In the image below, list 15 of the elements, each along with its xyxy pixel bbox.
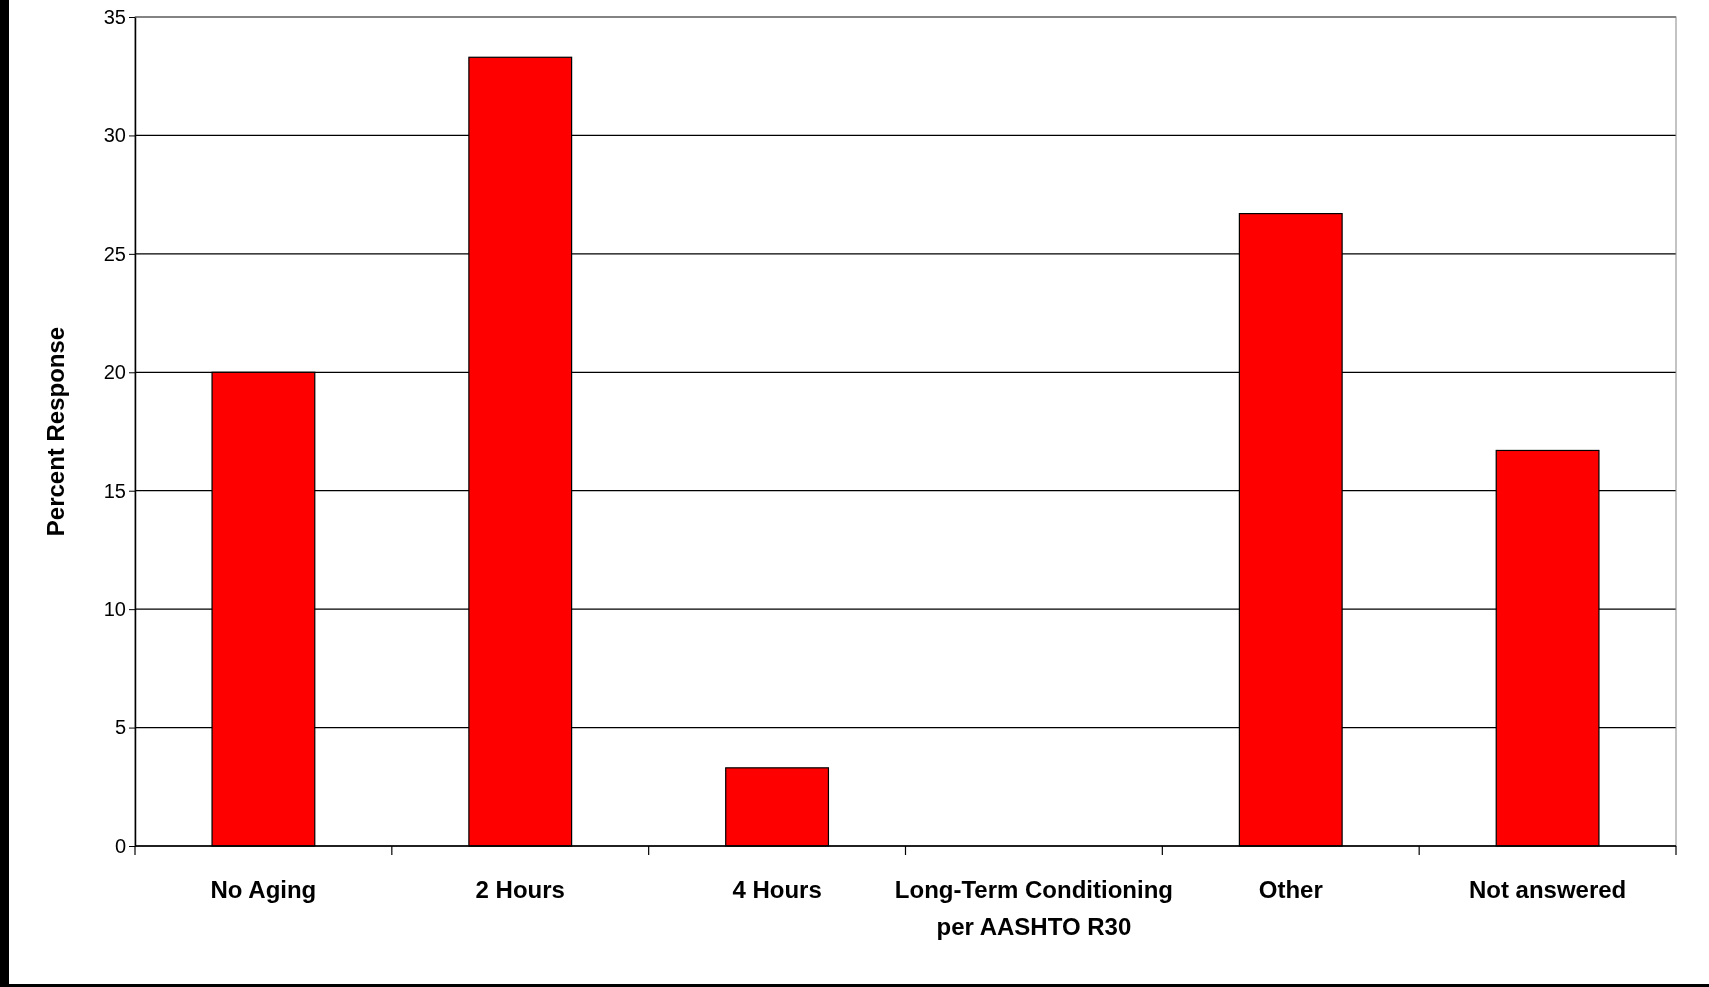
y-tick-label: 25 bbox=[103, 242, 126, 265]
y-axis-title: Percent Response bbox=[42, 326, 69, 537]
x-tick-label: Other bbox=[1258, 876, 1323, 903]
y-tick-label: 20 bbox=[103, 361, 126, 384]
y-tick-label: 10 bbox=[103, 598, 126, 621]
x-tick-label: 2 Hours bbox=[475, 876, 565, 903]
y-tick-label: 0 bbox=[114, 834, 126, 857]
y-tick-label: 15 bbox=[103, 479, 126, 502]
y-tick-label: 30 bbox=[103, 124, 126, 147]
x-tick-label: Not answered bbox=[1468, 876, 1627, 903]
y-tick-label: 35 bbox=[103, 5, 126, 28]
x-tick-label: Long-Term Conditioning per AASHTO R30 bbox=[894, 876, 1173, 940]
y-tick-label: 5 bbox=[114, 716, 126, 739]
x-tick-label: 4 Hours bbox=[732, 876, 822, 903]
x-tick-label: No Aging bbox=[210, 876, 317, 903]
